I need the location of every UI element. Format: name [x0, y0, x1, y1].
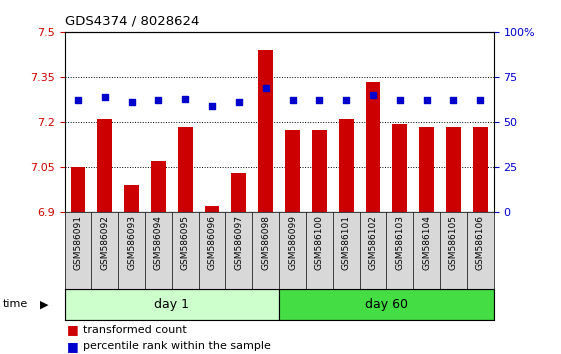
- Point: [100, 94, 109, 100]
- Text: GSM586094: GSM586094: [154, 215, 163, 269]
- Point: [181, 96, 190, 102]
- Text: transformed count: transformed count: [83, 325, 187, 335]
- Bar: [473, 127, 488, 212]
- Text: day 1: day 1: [154, 298, 189, 311]
- Point: [261, 85, 270, 91]
- Point: [154, 98, 163, 103]
- Point: [369, 92, 378, 98]
- Text: GSM586093: GSM586093: [127, 215, 136, 270]
- Bar: [71, 167, 85, 212]
- Bar: [258, 50, 273, 212]
- Bar: [98, 119, 112, 212]
- Point: [396, 98, 404, 103]
- Bar: [232, 173, 246, 212]
- Bar: [65, 289, 279, 320]
- Text: GSM586095: GSM586095: [181, 215, 190, 270]
- Point: [315, 98, 324, 103]
- Bar: [124, 185, 139, 212]
- Text: percentile rank within the sample: percentile rank within the sample: [83, 341, 271, 351]
- Text: GSM586105: GSM586105: [449, 215, 458, 270]
- Bar: [446, 127, 461, 212]
- Text: GSM586101: GSM586101: [342, 215, 351, 270]
- Text: GSM586106: GSM586106: [476, 215, 485, 270]
- Bar: [279, 289, 494, 320]
- Text: ■: ■: [67, 340, 79, 353]
- Point: [234, 99, 243, 105]
- Text: GSM586096: GSM586096: [208, 215, 217, 270]
- Bar: [205, 206, 219, 212]
- Point: [127, 99, 136, 105]
- Text: GSM586102: GSM586102: [369, 215, 378, 269]
- Point: [342, 98, 351, 103]
- Bar: [178, 127, 192, 212]
- Text: ■: ■: [67, 324, 79, 336]
- Text: GSM586091: GSM586091: [73, 215, 82, 270]
- Text: GSM586099: GSM586099: [288, 215, 297, 270]
- Text: GDS4374 / 8028624: GDS4374 / 8028624: [65, 14, 199, 27]
- Text: GSM586103: GSM586103: [396, 215, 404, 270]
- Bar: [151, 161, 165, 212]
- Text: day 60: day 60: [365, 298, 408, 311]
- Bar: [393, 124, 407, 212]
- Point: [288, 98, 297, 103]
- Point: [449, 98, 458, 103]
- Text: GSM586100: GSM586100: [315, 215, 324, 270]
- Bar: [419, 127, 434, 212]
- Point: [208, 103, 217, 109]
- Text: GSM586097: GSM586097: [234, 215, 243, 270]
- Bar: [312, 130, 327, 212]
- Bar: [285, 130, 300, 212]
- Text: GSM586092: GSM586092: [100, 215, 109, 269]
- Text: ▶: ▶: [40, 299, 49, 309]
- Point: [73, 98, 82, 103]
- Text: GSM586104: GSM586104: [422, 215, 431, 269]
- Point: [476, 98, 485, 103]
- Text: GSM586098: GSM586098: [261, 215, 270, 270]
- Point: [422, 98, 431, 103]
- Bar: [366, 81, 380, 212]
- Bar: [339, 119, 353, 212]
- Text: time: time: [3, 299, 28, 309]
